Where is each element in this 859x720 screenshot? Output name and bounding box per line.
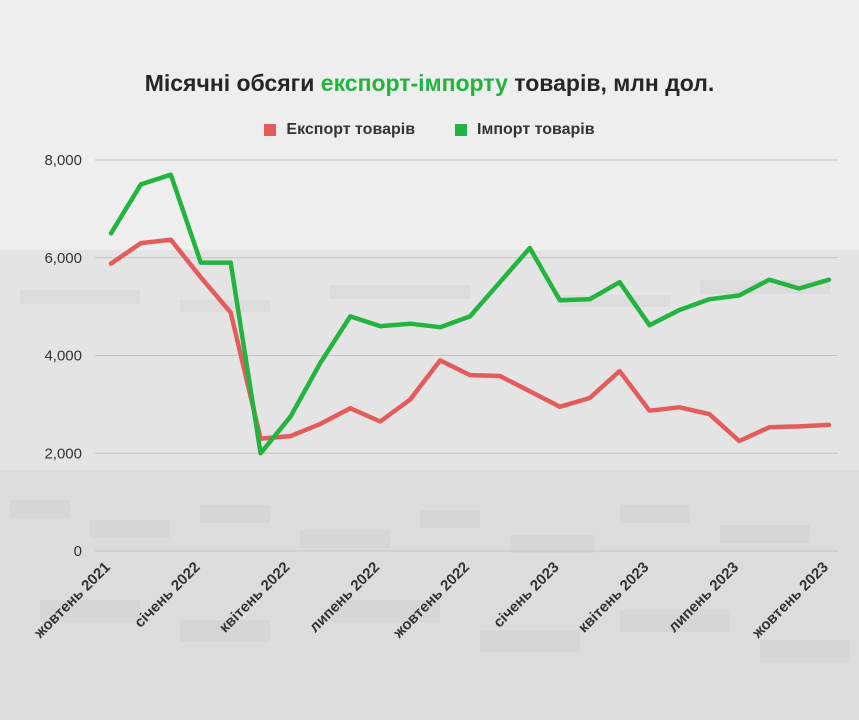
chart-legend: Експорт товарів Імпорт товарів	[0, 121, 859, 139]
x-tick-label: жовтень 2021	[30, 559, 113, 642]
y-tick-label: 2,000	[44, 445, 82, 462]
x-tick-label: січень 2022	[131, 559, 203, 631]
x-tick-label: липень 2023	[665, 559, 742, 636]
legend-item-import: Імпорт товарів	[455, 121, 595, 139]
legend-label-export: Експорт товарів	[286, 121, 416, 138]
series-line-export	[108, 237, 832, 444]
y-tick-label: 0	[74, 543, 82, 560]
y-tick-label: 6,000	[44, 250, 82, 267]
x-tick-label: жовтень 2022	[389, 559, 472, 642]
series-line-import	[108, 172, 832, 456]
legend-label-import: Імпорт товарів	[477, 121, 595, 138]
x-tick-label: жовтень 2023	[748, 559, 831, 642]
chart-title-part1: Місячні обсяги	[144, 70, 321, 96]
legend-swatch-export	[264, 124, 277, 136]
chart-title-accent: експорт-імпорту	[320, 70, 508, 96]
legend-item-export: Експорт товарів	[264, 121, 415, 139]
y-tick-label: 4,000	[44, 348, 82, 365]
chart-title: Місячні обсяги експорт-імпорту товарів, …	[0, 70, 859, 97]
legend-swatch-import	[455, 124, 468, 136]
x-tick-label: квітень 2022	[216, 559, 293, 636]
x-tick-label: липень 2022	[306, 559, 383, 636]
chart-title-part2: товарів, млн дол.	[507, 70, 715, 96]
x-tick-label: квітень 2023	[575, 559, 652, 636]
y-tick-label: 8,000	[44, 152, 82, 169]
x-tick-label: січень 2023	[490, 559, 562, 631]
